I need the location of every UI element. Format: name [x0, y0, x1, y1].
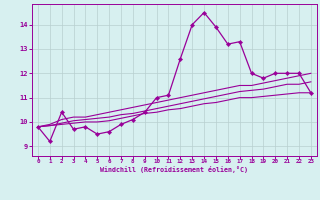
X-axis label: Windchill (Refroidissement éolien,°C): Windchill (Refroidissement éolien,°C)	[100, 166, 248, 173]
